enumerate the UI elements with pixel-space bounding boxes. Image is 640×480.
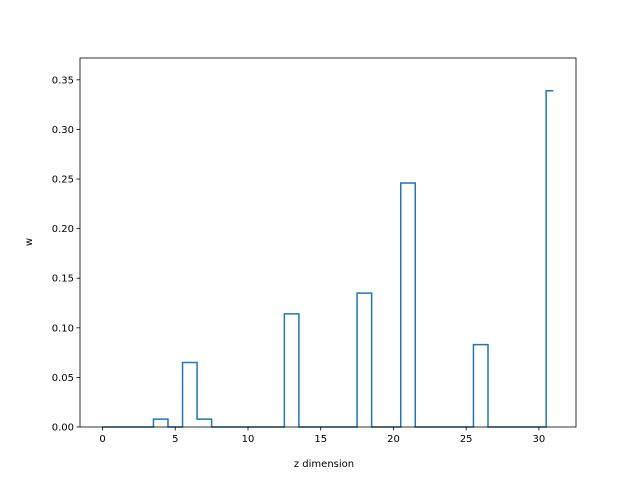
x-tick-label: 0 — [99, 434, 105, 445]
x-tick-label: 5 — [172, 434, 178, 445]
x-axis: 0 5 10 15 20 25 30 — [99, 427, 545, 445]
y-tick-label: 0.00 — [52, 423, 74, 434]
x-tick-label: 20 — [387, 434, 400, 445]
y-tick-label: 0.20 — [52, 224, 74, 235]
y-axis-label: w — [24, 238, 35, 246]
y-tick-label: 0.35 — [52, 75, 74, 86]
x-tick-label: 10 — [242, 434, 255, 445]
plot-frame — [79, 57, 577, 428]
x-tick-label: 15 — [314, 434, 327, 445]
y-tick-label: 0.05 — [52, 373, 74, 384]
y-tick-label: 0.30 — [52, 125, 74, 136]
x-tick-label: 30 — [533, 434, 546, 445]
y-tick-label: 0.25 — [52, 175, 74, 186]
x-tick-label: 25 — [460, 434, 473, 445]
y-tick-label: 0.10 — [52, 323, 74, 334]
y-tick-label: 0.15 — [52, 274, 74, 285]
x-axis-label: z dimension — [294, 459, 354, 470]
y-axis: 0.00 0.05 0.10 0.15 0.20 0.25 0.30 0.35 — [52, 75, 80, 434]
